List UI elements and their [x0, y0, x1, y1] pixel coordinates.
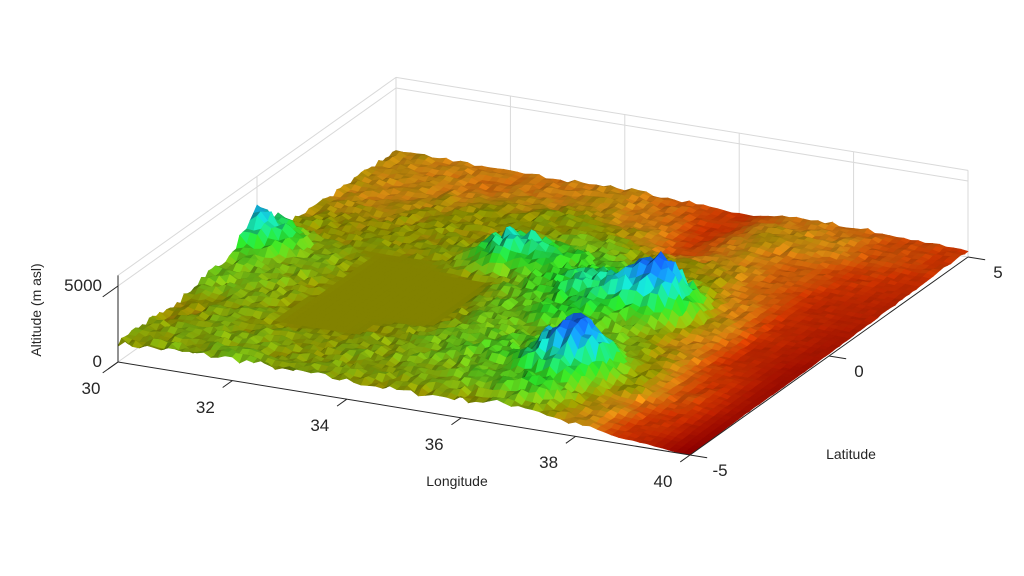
terrain-surface: [117, 150, 969, 456]
box-edge: [117, 76, 397, 276]
grid-line-z: [395, 87, 969, 182]
grid-line-z: [117, 87, 397, 287]
box-edge: [395, 76, 969, 171]
